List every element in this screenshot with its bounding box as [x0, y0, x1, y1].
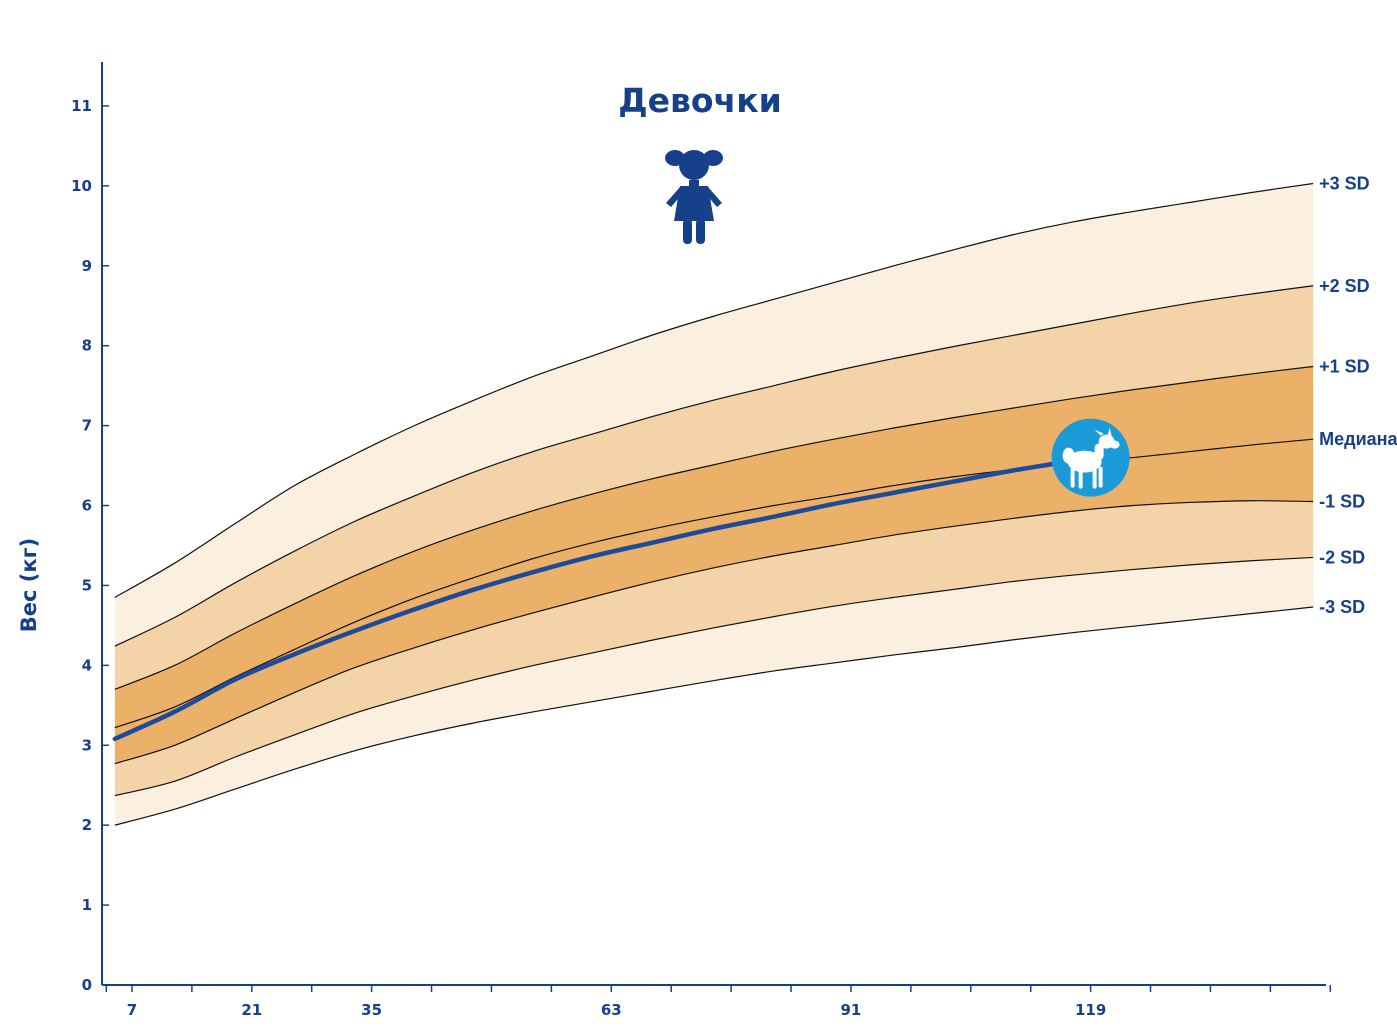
sd-curve [114, 500, 1314, 765]
lamb-icon [1051, 418, 1130, 497]
sd-curve [114, 606, 1314, 826]
sd-curves [114, 182, 1314, 826]
sd-label: -2 SD [1319, 547, 1365, 567]
sd-label: +3 SD [1319, 173, 1370, 193]
sd-bands [114, 183, 1314, 826]
y-tick-label: 11 [71, 97, 92, 115]
axes: 0 1 2 3 4 5 6 7 8 9 10 11 7 21 35 63 91 119 [71, 62, 1332, 1019]
y-tick-label: 0 [82, 976, 92, 994]
sd-band [114, 183, 1314, 647]
x-tick-label: 63 [601, 1001, 622, 1019]
sd-label: -1 SD [1319, 492, 1365, 512]
y-tick-label: 7 [82, 417, 92, 435]
x-tick-label: 21 [241, 1001, 262, 1019]
y-tick-label: 1 [82, 896, 92, 914]
sd-curve [114, 365, 1314, 690]
sd-curve [114, 285, 1314, 647]
sd-label: -3 SD [1319, 597, 1365, 617]
chart-title: Девочки [618, 81, 782, 120]
x-tick-label: 91 [841, 1001, 862, 1019]
sd-band [114, 500, 1314, 796]
y-tick-label: 6 [82, 497, 92, 515]
sd-band [114, 285, 1314, 690]
x-tick-label: 119 [1075, 1001, 1106, 1019]
y-tick-label: 2 [82, 816, 92, 834]
sd-label: +1 SD [1319, 356, 1370, 376]
x-tick-label: 35 [361, 1001, 382, 1019]
y-tick-label: 10 [71, 177, 92, 195]
child-curve-line [112, 458, 1076, 742]
sd-band [114, 439, 1314, 764]
sd-label: +2 SD [1319, 276, 1370, 296]
sd-curve [114, 556, 1314, 797]
y-tick-label: 9 [82, 257, 92, 275]
lamb-silhouette [1062, 427, 1120, 489]
y-tick-label: 3 [82, 736, 92, 754]
sd-labels: -3 SD -2 SD -1 SD Медиана +1 SD +2 SD +3 SD [1319, 173, 1397, 617]
x-tick-label: 7 [127, 1001, 137, 1019]
sd-label: Медиана [1319, 429, 1397, 449]
sd-band [114, 366, 1314, 728]
sd-curve [114, 182, 1314, 598]
y-tick-label: 5 [82, 576, 92, 594]
sd-band [114, 557, 1314, 826]
girl-icon [665, 150, 723, 244]
child-weight-curve [112, 458, 1076, 742]
y-tick-label: 8 [82, 337, 92, 355]
y-tick-label: 4 [82, 656, 92, 674]
y-axis-label: Вес (кг) [17, 538, 41, 632]
